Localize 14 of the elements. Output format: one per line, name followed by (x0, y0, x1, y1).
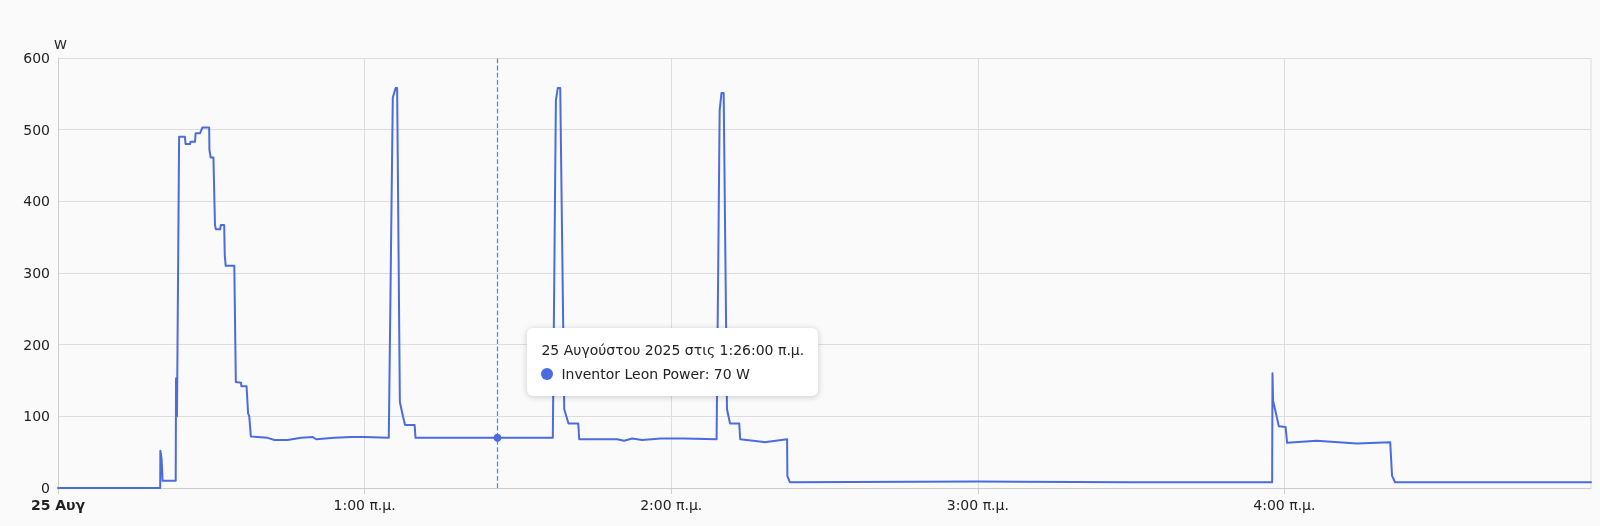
y-tick-label: 300 (23, 265, 50, 281)
y-tick-label: 0 (41, 480, 50, 496)
x-tick-label: 1:00 π.μ. (333, 497, 396, 513)
x-tick-label: 2:00 π.μ. (640, 497, 703, 513)
y-tick-label: 200 (23, 336, 50, 353)
y-tick-label: 400 (23, 193, 50, 210)
y-tick-label: 500 (23, 121, 50, 138)
annotation: 25 Αυγούστου 2025 στις 1:26:00 π.μ. Inventor Leon Power: 70 W (541, 340, 805, 384)
y-tick-label: 100 (23, 408, 50, 425)
x-tick-label: 4:00 π.μ. (1253, 497, 1316, 513)
x-tick-label: 3:00 π.μ. (946, 497, 1009, 513)
x-tick-label: 25 Αυγ (30, 497, 86, 513)
y-tick-label: 600 (23, 50, 50, 66)
y-axis-title: W (54, 37, 67, 53)
